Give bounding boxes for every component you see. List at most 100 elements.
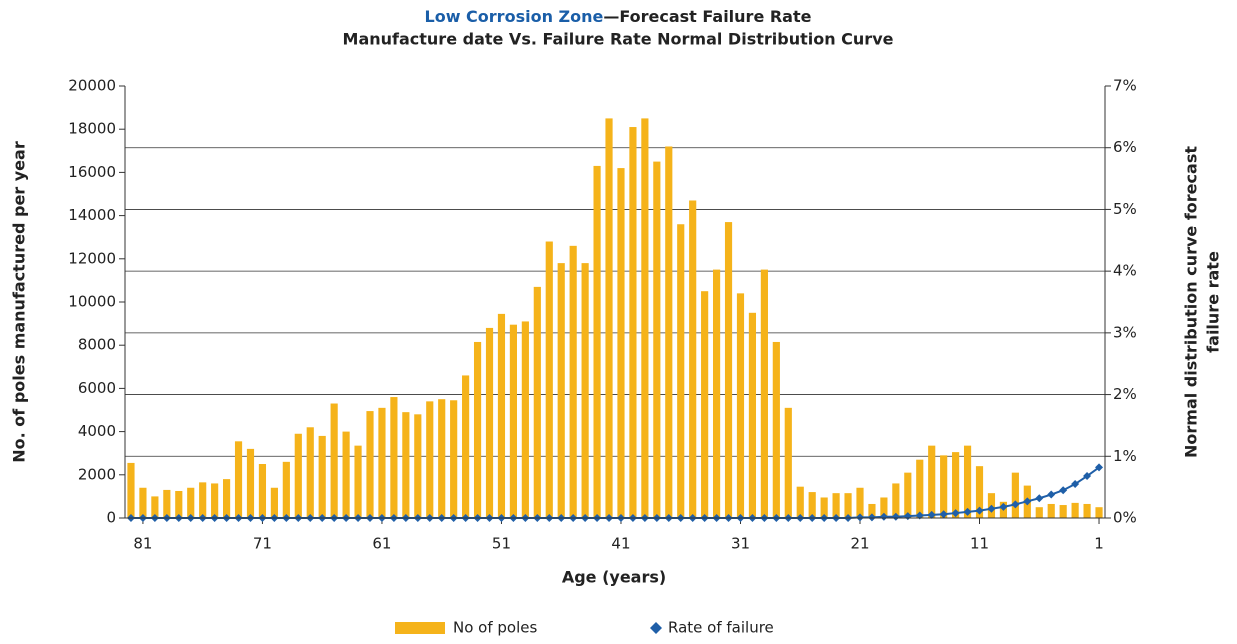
bar bbox=[677, 224, 685, 519]
bar bbox=[402, 412, 410, 518]
x-tick-label: 51 bbox=[492, 535, 511, 553]
bar bbox=[784, 407, 792, 518]
bar bbox=[414, 414, 422, 518]
bar bbox=[354, 445, 362, 518]
bar bbox=[832, 493, 840, 518]
marker bbox=[1095, 463, 1104, 472]
bar bbox=[593, 165, 601, 519]
legend-label: No of poles bbox=[453, 619, 537, 637]
bar bbox=[1047, 503, 1055, 518]
bar bbox=[689, 200, 697, 519]
bar bbox=[748, 312, 757, 518]
marker bbox=[963, 507, 972, 516]
marker bbox=[1047, 490, 1056, 499]
bar bbox=[223, 479, 231, 518]
bar bbox=[665, 146, 673, 519]
marker bbox=[879, 512, 888, 521]
x-tick-label: 41 bbox=[611, 535, 630, 553]
bar bbox=[605, 118, 613, 519]
bar bbox=[533, 286, 541, 518]
y-tick-label: 4000 bbox=[78, 422, 116, 440]
bar bbox=[952, 452, 960, 518]
marker bbox=[1059, 486, 1068, 495]
bar bbox=[796, 486, 804, 518]
bar bbox=[330, 403, 338, 518]
legend-swatch bbox=[650, 622, 662, 634]
legend-label: Rate of failure bbox=[668, 619, 774, 637]
y2-tick-label: 4% bbox=[1113, 262, 1137, 280]
bar bbox=[473, 341, 482, 518]
y-tick-label: 12000 bbox=[68, 249, 116, 267]
y2-tick-label: 2% bbox=[1113, 385, 1137, 403]
bar bbox=[1071, 502, 1079, 518]
y-tick-label: 16000 bbox=[68, 163, 116, 181]
bar bbox=[1011, 472, 1019, 518]
bar bbox=[163, 489, 171, 518]
y2-axis-label: failure rate bbox=[1204, 251, 1223, 353]
bar bbox=[916, 459, 924, 518]
title-rest: —Forecast Failure Rate bbox=[603, 7, 811, 26]
bar bbox=[258, 464, 267, 518]
bar bbox=[462, 375, 470, 518]
bar bbox=[641, 118, 649, 519]
bar bbox=[975, 466, 984, 518]
bar bbox=[127, 462, 135, 518]
bar bbox=[282, 461, 290, 518]
bar bbox=[270, 487, 278, 518]
bar bbox=[569, 245, 577, 518]
bar bbox=[246, 448, 255, 518]
bar bbox=[820, 497, 828, 518]
bar bbox=[856, 487, 864, 518]
y-tick-label: 2000 bbox=[78, 465, 116, 483]
bar bbox=[701, 291, 709, 518]
y2-axis-label: Normal distribution curve forecast bbox=[1182, 146, 1201, 458]
bar bbox=[199, 482, 207, 518]
bar bbox=[581, 263, 589, 518]
bar bbox=[426, 401, 434, 518]
marker bbox=[891, 512, 900, 521]
bar bbox=[1059, 505, 1067, 518]
bar bbox=[187, 487, 195, 518]
y-tick-label: 10000 bbox=[68, 293, 116, 311]
marker bbox=[856, 513, 864, 522]
y-tick-label: 18000 bbox=[68, 120, 116, 138]
legend-swatch bbox=[395, 622, 445, 634]
y-tick-label: 6000 bbox=[78, 379, 116, 397]
bar bbox=[366, 411, 374, 518]
marker bbox=[1083, 472, 1092, 481]
bar bbox=[450, 400, 458, 518]
chart-title: Low Corrosion Zone—Forecast Failure Rate bbox=[425, 7, 812, 26]
y-tick-label: 8000 bbox=[78, 336, 116, 354]
bar bbox=[390, 397, 398, 518]
y-axis-label: No. of poles manufactured per year bbox=[10, 141, 29, 463]
bar bbox=[868, 503, 876, 518]
bar bbox=[928, 445, 936, 518]
bar bbox=[234, 441, 243, 518]
bar bbox=[342, 431, 350, 518]
marker bbox=[987, 504, 996, 513]
marker bbox=[1071, 480, 1080, 489]
marker bbox=[1011, 500, 1020, 509]
marker bbox=[975, 506, 984, 515]
y2-tick-label: 1% bbox=[1113, 447, 1137, 465]
bar bbox=[318, 435, 326, 518]
bar bbox=[378, 407, 386, 518]
y2-tick-label: 0% bbox=[1113, 509, 1137, 527]
marker bbox=[867, 513, 876, 522]
bar bbox=[175, 491, 183, 518]
y2-tick-label: 6% bbox=[1113, 138, 1137, 156]
x-tick-label: 61 bbox=[372, 535, 391, 553]
bar bbox=[844, 493, 852, 518]
x-tick-label: 31 bbox=[731, 535, 750, 553]
bar bbox=[438, 399, 446, 518]
bar bbox=[963, 445, 972, 518]
marker bbox=[951, 509, 960, 518]
x-tick-label: 81 bbox=[133, 535, 152, 553]
x-tick-label: 71 bbox=[253, 535, 272, 553]
bar bbox=[940, 455, 948, 518]
bar bbox=[653, 161, 661, 518]
y-tick-label: 14000 bbox=[68, 206, 116, 224]
x-tick-label: 1 bbox=[1094, 535, 1104, 553]
bar bbox=[306, 427, 314, 518]
bar bbox=[509, 324, 517, 518]
